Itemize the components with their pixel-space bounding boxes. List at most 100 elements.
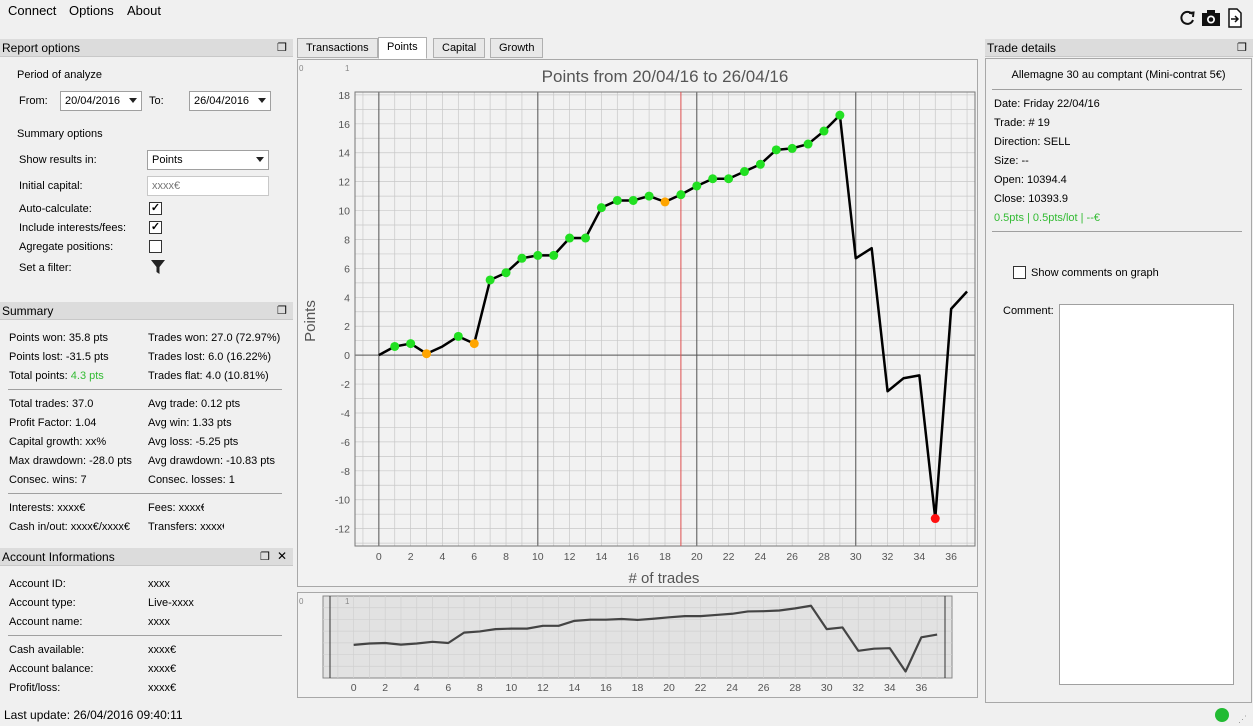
x-tick-label: 16: [627, 551, 639, 563]
x-tick-label: 26: [786, 551, 798, 563]
y-tick-label: 8: [344, 234, 350, 246]
include-fees-checkbox[interactable]: ✓: [149, 221, 162, 234]
filter-icon[interactable]: [150, 259, 166, 275]
points-lost: Points lost: -31.5 pts: [9, 351, 109, 363]
consec-wins: Consec. wins: 7: [9, 474, 87, 486]
trade-direction: Direction: SELL: [994, 136, 1071, 148]
tab-capital[interactable]: Capital: [433, 38, 486, 58]
tab-growth[interactable]: Growth: [490, 38, 544, 58]
trade-size: Size: --: [994, 155, 1029, 167]
overview-tick-label: 34: [884, 682, 896, 694]
data-point: [660, 197, 670, 207]
from-label: From:: [19, 95, 48, 107]
float-icon[interactable]: ❐: [260, 551, 270, 563]
data-point: [501, 268, 511, 278]
account-id-value: xxxx: [148, 578, 170, 590]
trade-details-header: Trade details ❐: [985, 39, 1253, 57]
aggregate-checkbox[interactable]: [149, 240, 162, 253]
overview-chart[interactable]: 0 2 4 6 8 10 12 14 16 18 20 22 24 26 28 30 32 34 360 1: [297, 592, 978, 698]
show-results-label: Show results in:: [19, 154, 97, 166]
trades-won: Trades won: 27.0 (72.97%): [148, 332, 281, 344]
capital-growth: Capital growth: xx%: [9, 436, 107, 448]
resize-grip-icon[interactable]: ⋰: [1238, 714, 1247, 724]
last-update: Last update: 26/04/2016 09:40:11: [4, 708, 183, 722]
float-icon[interactable]: ❐: [1237, 42, 1247, 54]
filter-label: Set a filter:: [19, 262, 72, 274]
avg-trade: Avg trade: 0.12 pts: [148, 398, 241, 410]
data-point: [422, 349, 432, 359]
x-tick-label: 18: [659, 551, 671, 563]
trade-date: Date: Friday 22/04/16: [994, 98, 1100, 110]
show-results-select[interactable]: Points: [147, 150, 269, 170]
refresh-icon[interactable]: [1178, 9, 1196, 27]
y-tick-label: 2: [344, 321, 350, 333]
auto-calc-checkbox[interactable]: ✓: [149, 202, 162, 215]
float-icon[interactable]: ❐: [277, 42, 287, 54]
to-date-field[interactable]: 26/04/2016: [189, 91, 271, 111]
divider: [992, 231, 1242, 232]
avg-loss: Avg loss: -5.25 pts: [148, 436, 239, 448]
chart-corner-label: 1: [345, 64, 350, 73]
account-id-label: Account ID:: [9, 578, 66, 590]
comment-textarea[interactable]: [1059, 304, 1234, 685]
overview-tick-label: 20: [663, 682, 675, 694]
from-date-value: 20/04/2016: [65, 95, 121, 107]
float-icon[interactable]: ❐: [277, 305, 287, 317]
show-comments-checkbox[interactable]: [1013, 266, 1026, 279]
data-point: [549, 250, 559, 260]
data-point: [771, 145, 781, 155]
data-point: [453, 331, 463, 341]
trade-number: Trade: # 19: [994, 117, 1050, 129]
from-date-field[interactable]: 20/04/2016: [60, 91, 142, 111]
tab-transactions[interactable]: Transactions: [297, 38, 378, 58]
x-tick-label: 20: [691, 551, 703, 563]
overview-tick-label: 32: [852, 682, 864, 694]
trades-lost: Trades lost: 6.0 (16.22%): [148, 351, 272, 363]
chevron-down-icon: [256, 157, 264, 162]
x-tick-label: 30: [850, 551, 862, 563]
y-tick-label: 10: [338, 206, 350, 218]
avg-win: Avg win: 1.33 pts: [148, 417, 232, 429]
x-tick-label: 2: [408, 551, 414, 563]
overview-corner-label: 0: [299, 597, 304, 606]
y-tick-label: 16: [338, 119, 350, 131]
fees: Fees: xxxx€: [148, 502, 204, 514]
data-point: [390, 341, 400, 351]
menu-about[interactable]: About: [127, 3, 161, 18]
x-tick-label: 4: [440, 551, 446, 563]
menu-options[interactable]: Options: [69, 3, 114, 18]
overview-tick-label: 14: [569, 682, 581, 694]
account-name-value: xxxx: [148, 616, 170, 628]
total-points-label: Total points:: [9, 370, 68, 382]
account-balance-value: xxxx€: [148, 663, 177, 675]
data-point: [708, 174, 718, 184]
export-icon[interactable]: [1227, 8, 1243, 28]
to-label: To:: [149, 95, 164, 107]
data-point: [581, 233, 591, 243]
y-tick-label: -12: [335, 524, 350, 536]
overview-tick-label: 22: [695, 682, 707, 694]
data-point: [628, 195, 638, 205]
tab-points[interactable]: Points: [378, 37, 427, 59]
show-comments-label: Show comments on graph: [1031, 267, 1159, 279]
x-tick-label: 22: [723, 551, 735, 563]
auto-calc-label: Auto-calculate:: [19, 203, 92, 215]
initial-capital-input[interactable]: [147, 176, 269, 196]
trade-close: Close: 10393.9: [994, 193, 1068, 205]
camera-icon[interactable]: [1201, 9, 1221, 27]
menu-connect[interactable]: Connect: [8, 3, 57, 18]
avg-drawdown: Avg drawdown: -10.83 pts: [148, 455, 275, 467]
data-point: [930, 514, 940, 524]
summary-title: Summary: [2, 304, 54, 318]
overview-tick-label: 18: [632, 682, 644, 694]
to-date-value: 26/04/2016: [194, 95, 250, 107]
overview-tick-label: 6: [445, 682, 451, 694]
y-tick-label: 6: [344, 263, 350, 275]
x-tick-label: 28: [818, 551, 830, 563]
max-drawdown: Max drawdown: -28.0 pts: [9, 455, 132, 467]
points-chart[interactable]: 0 2 4 6 8 10 12 14 16 18 20 22 24 26 28 30 32 34 36-12-10-…: [297, 59, 978, 587]
data-point: [692, 181, 702, 191]
series-line: [378, 113, 968, 520]
close-icon[interactable]: ✕: [277, 549, 288, 563]
overview-tick-label: 16: [600, 682, 612, 694]
